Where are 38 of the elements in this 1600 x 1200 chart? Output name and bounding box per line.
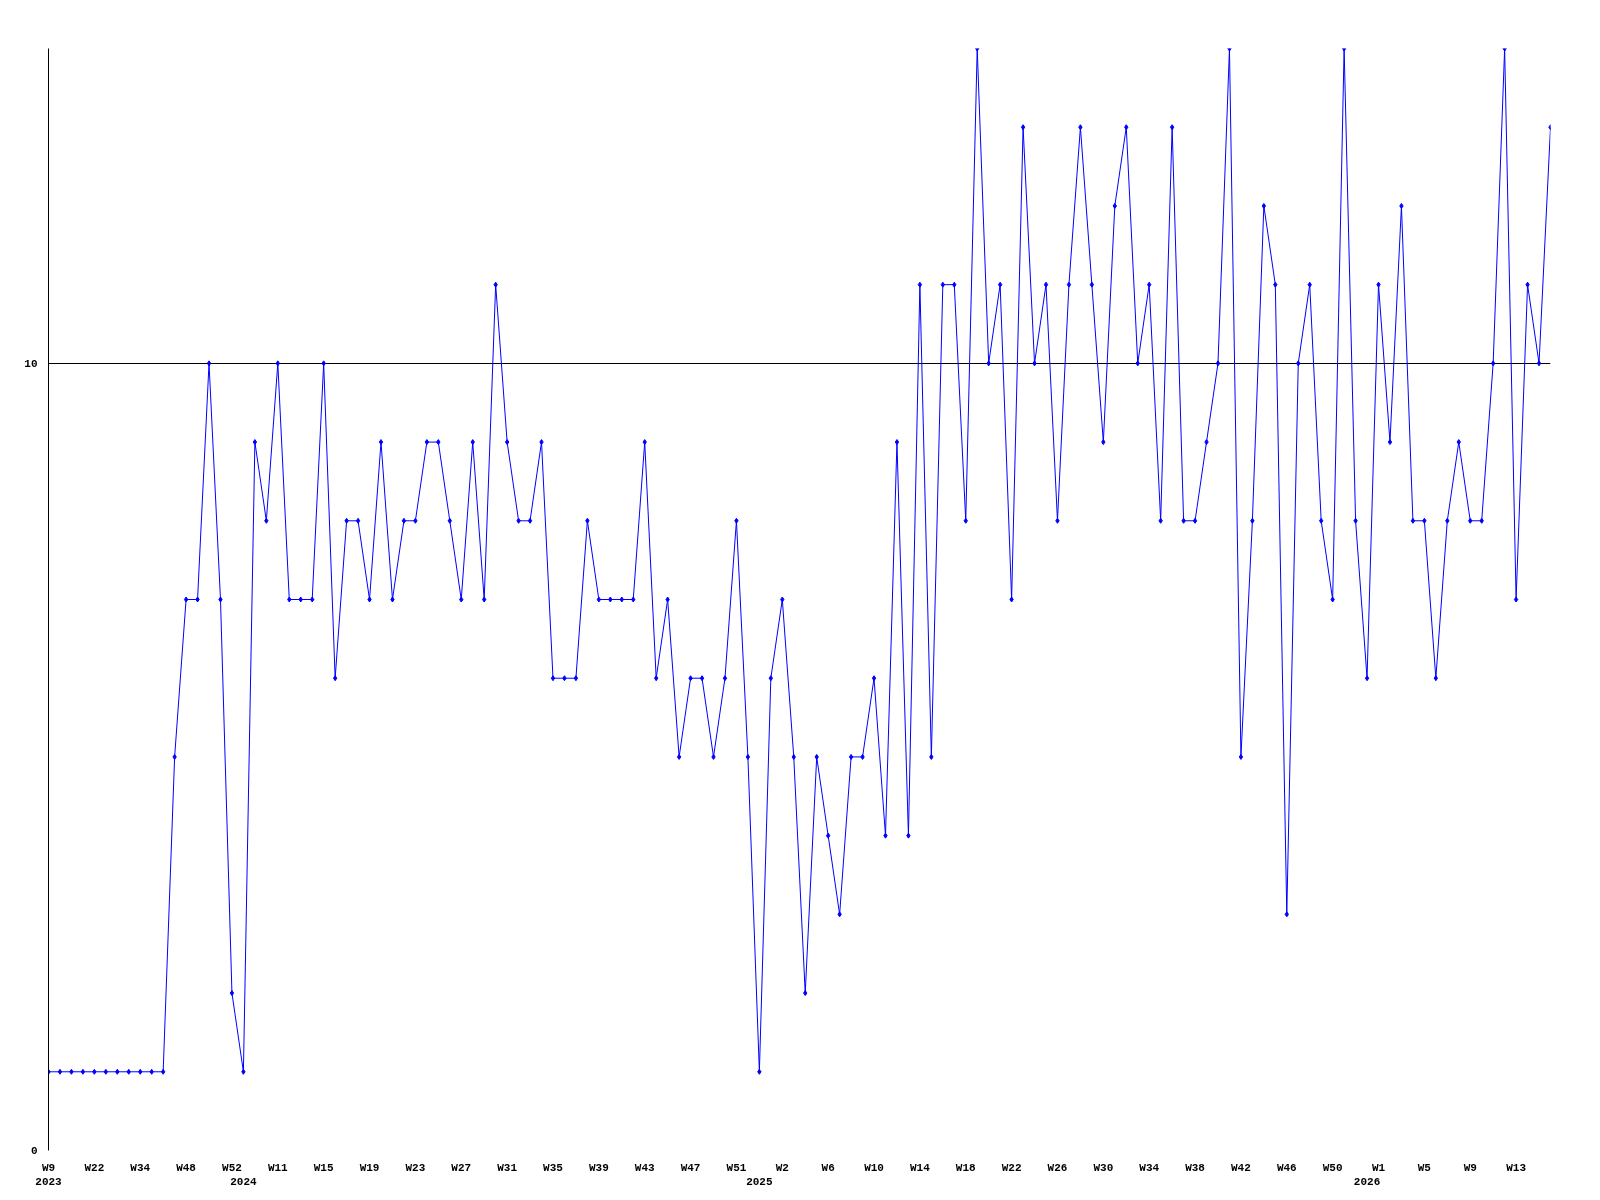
x-tick-label: W35 [543,1161,564,1174]
x-tick-label: W14 [909,1161,931,1174]
x-tick-label: W43 [634,1161,656,1174]
x-tick-label: W2 [775,1161,789,1174]
x-tick-label: W38 [1185,1161,1206,1174]
x-tick-label: W11 [267,1161,289,1174]
x-tick-label: 2026 [1353,1175,1381,1188]
x-tick-label: W9 2023 [35,1161,63,1188]
x-tick-label: 2024 [230,1175,258,1188]
x-tick-label: W19 [359,1161,380,1174]
x-tick-label: W46 [1276,1161,1297,1174]
x-tick-label: W1 [1371,1161,1386,1174]
x-tick-label: W5 [1417,1161,1432,1174]
x-tick-label: W34 [130,1161,151,1174]
y-tick-label: 0 [30,1145,38,1157]
x-tick-label: W13 [1506,1161,1527,1174]
y-tick-label: 10 [24,357,38,370]
x-tick-label: W30 [1093,1161,1114,1174]
x-tick-label: W26 [1047,1161,1068,1174]
x-tick-label: W52 [222,1161,242,1174]
x-tick-label: W34 [1139,1161,1160,1174]
x-tick-label: W48 [176,1161,197,1174]
x-tick-label: W27 [451,1161,472,1174]
x-tick-label: W39 [588,1161,609,1174]
x-tick-label: 2025 [746,1175,773,1188]
x-tick-label: W22 [1001,1161,1022,1174]
x-tick-label: W15 [313,1161,334,1174]
x-tick-label: W51 [726,1161,747,1174]
x-tick-label: W42 [1231,1161,1251,1174]
x-tick-label: W22 [84,1161,105,1174]
x-tick-label: W10 [864,1161,884,1174]
x-tick-label: W9 [1463,1161,1477,1174]
x-tick-label: W47 [680,1161,701,1174]
x-tick-label: W6 [821,1161,835,1174]
x-tick-label: W23 [405,1161,426,1174]
x-tick-label: W50 [1322,1161,1343,1174]
x-tick-label: W31 [497,1161,518,1174]
x-tick-label: W18 [955,1161,977,1174]
